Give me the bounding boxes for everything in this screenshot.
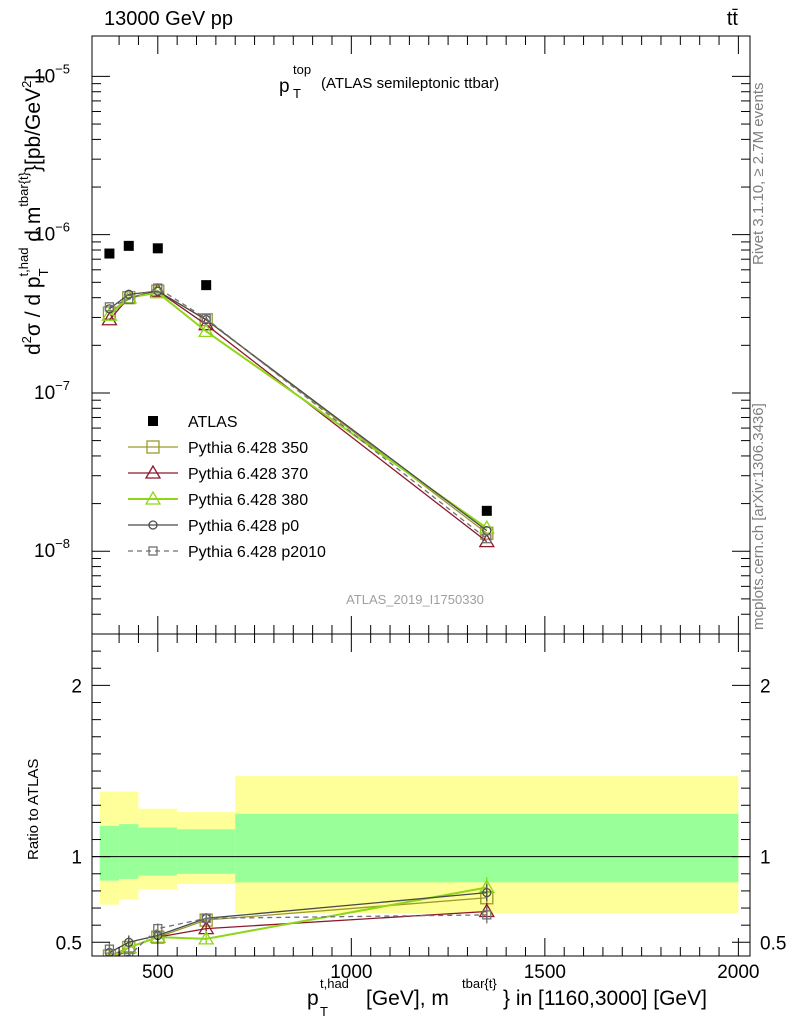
y-tick-label: 10−7	[34, 378, 70, 404]
ratio-point	[108, 954, 111, 956]
svg-text:[GeV], m: [GeV], m	[366, 987, 449, 1010]
main-axis-ticks: 10−8 10−7 10−6 10−5	[34, 36, 750, 635]
mcplots-label: mcplots.cern.ch [arXiv:1306.3436]	[750, 403, 767, 630]
svg-text:tbar{t}: tbar{t}	[462, 976, 497, 991]
legend-marker	[144, 490, 162, 505]
xlabel: p t,had T [GeV], m tbar{t} } in [1160,30…	[307, 976, 707, 1019]
series-point	[478, 533, 495, 548]
legend-label: ATLAS	[188, 414, 238, 431]
series-point	[101, 311, 118, 326]
ratio-frame	[91, 633, 751, 957]
ratio-line	[109, 914, 487, 956]
series-point	[153, 283, 163, 293]
stat-uncertainty-band	[235, 813, 739, 883]
stat-uncertainty-band	[119, 824, 139, 879]
series-line	[109, 287, 488, 540]
x-tick-label: 1000	[330, 962, 372, 983]
stat-uncertainty-band	[138, 827, 178, 876]
y-tick-label: 10−8	[34, 536, 70, 562]
legend-entry: Pythia 6.428 p0	[128, 518, 299, 535]
ratio-point	[153, 923, 163, 934]
legend-label: Pythia 6.428 370	[188, 466, 308, 483]
legend-label: Pythia 6.428 350	[188, 440, 308, 457]
legend-marker	[144, 464, 162, 479]
legend-entry-data: ATLAS	[148, 414, 238, 431]
ratio-ylabel: Ratio to ATLAS	[25, 759, 42, 860]
series-point	[104, 302, 115, 312]
series-point	[124, 289, 134, 299]
x-tick-label: 2000	[717, 962, 759, 983]
series-line	[109, 290, 488, 532]
series-point	[198, 323, 215, 338]
legend-label: Pythia 6.428 p0	[188, 518, 299, 535]
legend-entry: Pythia 6.428 370	[128, 464, 308, 483]
data-point	[152, 243, 163, 254]
legend-marker	[146, 440, 160, 454]
ratio-point	[201, 913, 211, 923]
ratio-y-tick-label: 1	[760, 848, 771, 869]
ratio-panel: 0.5 0.5 1 1 2 2 500 1000 1500 2000 Ratio to ATLAS…	[25, 633, 786, 1019]
ratio-y-tick-label: 2	[71, 676, 82, 697]
ratio-y-tick-label: 1	[71, 848, 82, 869]
svg-text:t,had: t,had	[320, 976, 349, 991]
main-title-subscript: T	[293, 86, 301, 101]
x-tick-label: 500	[142, 962, 174, 983]
analysis-label: ATLAS_2019_I1750330	[346, 592, 484, 607]
y-tick-label: 10−5	[34, 61, 70, 87]
legend-marker	[148, 520, 158, 530]
svg-text:d2σ / d pTt,had d mtbar{t}}[p: d2σ / d pTt,had d mtbar{t}}[pb/GeV2]	[16, 75, 51, 355]
series-point	[124, 294, 134, 305]
data-point	[481, 505, 492, 516]
legend-label: Pythia 6.428 p2010	[188, 544, 326, 561]
legend-label: Pythia 6.428 380	[188, 492, 308, 509]
main-title-rest: (ATLAS semileptonic ttbar)	[321, 75, 499, 92]
stat-uncertainty-band	[177, 829, 236, 874]
data-point	[104, 248, 115, 259]
ratio-point	[198, 920, 215, 935]
ratio-point	[482, 887, 492, 898]
main-ylabel: d2σ / d pTt,had d mtbar{t}}[pb/GeV2]	[16, 75, 51, 355]
legend-entry: Pythia 6.428 380	[128, 490, 308, 509]
legend-entry: Pythia 6.428 p2010	[128, 544, 326, 561]
series-point	[478, 519, 495, 534]
main-panel: 10−8 10−7 10−6 10−5 p top T (ATLAS semilept…	[16, 35, 751, 635]
ratio-point	[124, 937, 134, 947]
x-tick-label: 1500	[524, 962, 566, 983]
series-point	[198, 316, 215, 331]
ratio-point	[104, 944, 115, 954]
ratio-y-tick-label: 2	[760, 676, 771, 697]
legend-marker	[148, 416, 158, 426]
y-tick-label: 10−6	[34, 220, 70, 246]
ratio-axis-ticks: 0.5 0.5 1 1 2 2 500 1000 1500 2000	[56, 634, 786, 983]
legend: ATLAS Pythia 6.428 350 Pythia 6.428 370 Pyt…	[128, 414, 326, 561]
series-point	[201, 313, 211, 324]
process-label: tt̄	[727, 8, 739, 30]
main-plot-content	[101, 240, 495, 548]
stat-uncertainty-band	[99, 825, 120, 881]
legend-entry: Pythia 6.428 350	[128, 440, 308, 457]
ratio-point	[482, 910, 492, 920]
ratio-point	[124, 951, 134, 956]
ratio-y-tick-label: 0.5	[56, 933, 82, 954]
series-point	[101, 306, 118, 321]
series-point	[482, 534, 492, 544]
svg-text:p: p	[307, 987, 319, 1010]
main-title-superscript: top	[293, 62, 311, 77]
svg-text:} in [1160,3000] [GeV]: } in [1160,3000] [GeV]	[503, 987, 707, 1010]
ratio-plot-content	[92, 776, 750, 956]
rivet-label: Rivet 3.1.10, ≥ 2.7M events	[750, 83, 767, 266]
ratio-y-tick-label: 0.5	[760, 933, 786, 954]
data-point	[201, 280, 212, 291]
ratio-point	[198, 930, 215, 945]
energy-label: 13000 GeV pp	[104, 8, 233, 30]
main-title: p	[279, 76, 290, 97]
svg-text:T: T	[320, 1004, 328, 1019]
legend-marker	[148, 546, 158, 556]
data-point	[123, 240, 134, 251]
